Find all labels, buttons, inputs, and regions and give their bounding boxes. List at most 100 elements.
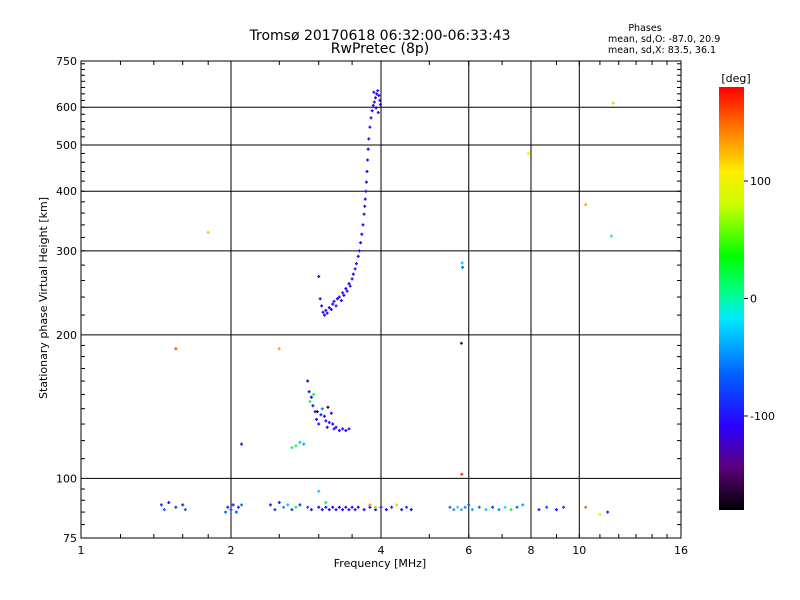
echo-point [351, 272, 355, 276]
echo-point [290, 446, 294, 450]
echo-point [322, 414, 326, 418]
y-tick-label: 75 [63, 532, 77, 545]
echo-point [324, 501, 328, 505]
echo-point [317, 505, 321, 509]
echo-point [344, 287, 348, 291]
echo-point [309, 395, 313, 399]
echo-point [491, 505, 495, 509]
echo-point [327, 306, 331, 310]
echo-point [345, 289, 349, 293]
colorbar-tick-label: 0 [750, 293, 757, 306]
colorbar-gradient [719, 87, 744, 510]
echo-point [361, 223, 365, 227]
echo-point [337, 295, 341, 299]
echo-point [183, 508, 187, 512]
echo-point [609, 234, 613, 238]
echo-point [371, 104, 375, 108]
echo-point [337, 505, 341, 509]
echo-point [374, 505, 378, 509]
colorbar-label: [deg] [721, 72, 750, 85]
echo-point [503, 505, 507, 509]
echo-point [354, 262, 358, 266]
echo-point [347, 508, 351, 512]
echo-point [368, 125, 372, 129]
gridlines [81, 61, 681, 538]
echo-point [331, 422, 335, 426]
echo-point [320, 407, 324, 411]
echo-point [234, 510, 238, 514]
echo-point [332, 299, 336, 303]
echo-point [459, 508, 463, 512]
echo-point [325, 425, 329, 429]
x-tick-label: 1 [78, 544, 85, 557]
title-line-2: RwPretec (8p) [331, 41, 429, 57]
echo-point [353, 267, 357, 271]
echo-point [378, 102, 382, 106]
echo-point [302, 442, 306, 446]
echo-point [365, 169, 369, 173]
echo-point [368, 503, 372, 507]
echo-point [347, 282, 351, 286]
echo-point [320, 304, 324, 308]
echo-point [327, 508, 331, 512]
echo-point [307, 390, 311, 394]
echo-point [372, 100, 376, 104]
echo-point [376, 89, 380, 93]
echo-point [298, 440, 302, 444]
echo-point [324, 308, 328, 312]
echo-point [356, 505, 360, 509]
annotation-line-o: mean, sd,O: -87.0, 20.9 [608, 34, 720, 45]
phase-annotation: Phases mean, sd,O: -87.0, 20.9 mean, sd,… [608, 23, 720, 56]
echo-point [159, 503, 163, 507]
echo-point [598, 513, 602, 517]
y-tick-label: 200 [56, 329, 77, 342]
echo-point [537, 508, 541, 512]
echo-point [174, 505, 178, 509]
x-axis-label: Frequency [MHz] [334, 557, 426, 570]
data-points [159, 89, 615, 517]
echo-point [319, 413, 323, 417]
echo-point [584, 505, 588, 509]
echo-point [470, 508, 474, 512]
echo-point [236, 505, 240, 509]
echo-point [350, 505, 354, 509]
echo-point [362, 508, 366, 512]
echo-point [181, 503, 185, 507]
echo-point [339, 299, 343, 303]
echo-point [460, 261, 464, 265]
x-tick-label: 16 [674, 544, 688, 557]
colorbar-tick-label: 100 [750, 175, 771, 188]
echo-point [357, 249, 361, 253]
echo-point [467, 503, 471, 507]
echo-point [306, 379, 310, 383]
echo-point [206, 230, 210, 234]
echo-point [404, 505, 408, 509]
echo-point [359, 241, 363, 245]
echo-point [326, 405, 330, 409]
x-tick-label: 8 [528, 544, 535, 557]
x-tick-label: 10 [572, 544, 586, 557]
echo-point [286, 503, 290, 507]
echo-point [341, 291, 345, 295]
echo-point [240, 442, 244, 446]
echo-point [334, 508, 338, 512]
echo-point [460, 472, 464, 476]
echo-point [306, 505, 310, 509]
echo-point [342, 293, 346, 297]
echo-point [268, 503, 272, 507]
echo-point [298, 503, 302, 507]
echo-point [545, 505, 549, 509]
plot-frame [80, 60, 682, 539]
echo-point [320, 508, 324, 512]
x-tick-label: 6 [465, 544, 472, 557]
echo-point [331, 505, 335, 509]
echo-point [364, 189, 368, 193]
echo-point [331, 302, 335, 306]
y-tick-label: 100 [56, 472, 77, 485]
echo-point [344, 429, 348, 433]
echo-point [363, 197, 367, 201]
echo-point [374, 106, 378, 110]
echo-point [325, 311, 329, 315]
echo-point [294, 505, 298, 509]
echo-point [356, 254, 360, 258]
